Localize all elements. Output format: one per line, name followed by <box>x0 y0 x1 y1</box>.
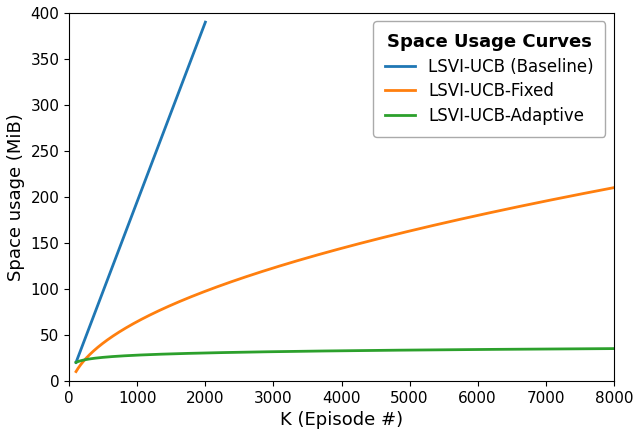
Line: LSVI-UCB-Adaptive: LSVI-UCB-Adaptive <box>76 349 614 362</box>
LSVI-UCB-Adaptive <box>610 346 618 351</box>
Y-axis label: Space usage (MiB): Space usage (MiB) <box>7 113 25 281</box>
LSVI-UCB-Fixed <box>610 185 618 190</box>
LSVI-UCB-Adaptive <box>495 347 503 352</box>
LSVI-UCB-Fixed <box>100 340 108 345</box>
LSVI-UCB-Fixed <box>333 247 341 252</box>
Line: LSVI-UCB-Fixed: LSVI-UCB-Fixed <box>76 187 614 371</box>
LSVI-UCB-Adaptive <box>594 346 602 351</box>
LSVI-UCB-Adaptive <box>319 348 327 354</box>
LSVI-UCB-Adaptive <box>595 346 602 351</box>
X-axis label: K (Episode #): K (Episode #) <box>280 411 403 429</box>
LSVI-UCB-Fixed <box>72 369 80 374</box>
LSVI-UCB-Fixed <box>594 188 602 193</box>
LSVI-UCB-Fixed <box>319 251 327 256</box>
LSVI-UCB-Adaptive <box>100 354 108 360</box>
LSVI-UCB-Adaptive <box>333 348 341 354</box>
LSVI-UCB-Fixed <box>595 188 602 193</box>
LSVI-UCB-Fixed <box>495 208 503 213</box>
Legend: LSVI-UCB (Baseline), LSVI-UCB-Fixed, LSVI-UCB-Adaptive: LSVI-UCB (Baseline), LSVI-UCB-Fixed, LSV… <box>373 21 605 136</box>
LSVI-UCB-Adaptive <box>72 360 80 365</box>
